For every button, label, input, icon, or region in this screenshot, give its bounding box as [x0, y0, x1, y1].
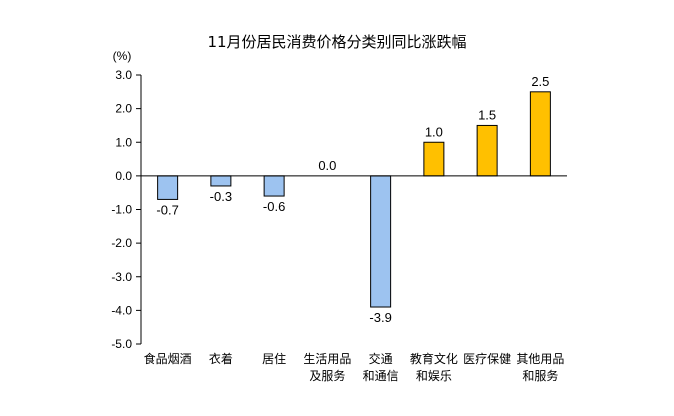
plot-area: 3.0 2.0 1.0 0.0 -1.0 -2.0 -3.0 -4.0 -5.0 -0.7 食品烟酒… — [111, 68, 567, 383]
x-category-label: 和服务 — [522, 368, 558, 383]
x-category-label: 医疗保健 — [463, 352, 511, 366]
bar — [157, 175, 179, 200]
data-label: -0.7 — [156, 202, 178, 217]
x-category-label: 生活用品 — [303, 352, 351, 366]
y-tick-label: 2.0 — [115, 102, 132, 116]
y-tick-label: -5.0 — [111, 337, 132, 351]
data-label: 1.0 — [425, 124, 443, 139]
x-category-label: 交通 — [369, 351, 393, 366]
data-label: -3.9 — [369, 310, 391, 325]
x-category-label: 和娱乐 — [416, 369, 452, 383]
bar — [370, 175, 392, 308]
y-tick-label: 3.0 — [115, 68, 132, 82]
x-category-label: 和通信 — [363, 369, 399, 383]
data-label: 1.5 — [478, 107, 496, 122]
bar — [529, 91, 551, 177]
y-tick-label: 1.0 — [115, 135, 132, 149]
x-category-label: 及服务 — [309, 368, 345, 383]
bar — [423, 141, 445, 177]
bar — [210, 175, 232, 187]
x-category-label: 居住 — [262, 352, 286, 366]
y-tick-label: -2.0 — [111, 236, 132, 250]
bar — [263, 175, 285, 197]
x-category-label: 教育文化 — [410, 351, 458, 366]
bar — [476, 124, 498, 177]
y-tick-label: 0.0 — [115, 169, 132, 183]
data-label: 2.5 — [531, 74, 549, 89]
chart-title: 11月份居民消费价格分类别同比涨跌幅 — [207, 33, 466, 51]
y-tick-label: -3.0 — [111, 270, 132, 284]
x-category-label: 衣着 — [209, 351, 233, 366]
y-tick-label: -4.0 — [111, 303, 132, 317]
x-category-label: 其他用品 — [516, 352, 564, 366]
data-label: -0.6 — [263, 199, 285, 214]
y-axis-unit-label: (%) — [113, 49, 132, 63]
x-category-label: 食品烟酒 — [144, 351, 192, 366]
data-label: 0.0 — [318, 158, 336, 173]
y-tick-label: -1.0 — [111, 203, 132, 217]
data-label: -0.3 — [210, 189, 232, 204]
